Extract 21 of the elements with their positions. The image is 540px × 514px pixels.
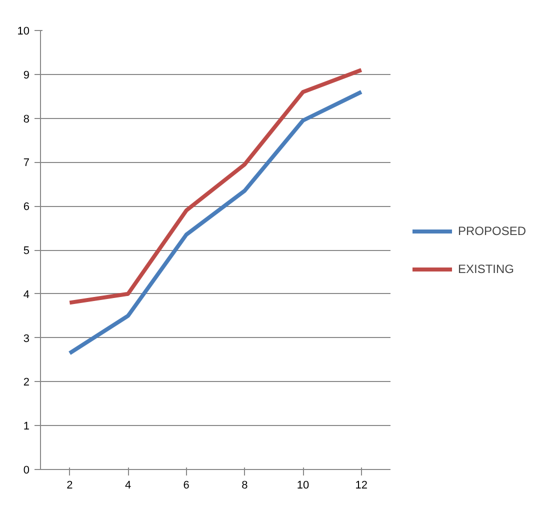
legend-label: PROPOSED	[458, 224, 526, 238]
line-series	[68, 90, 364, 356]
y-tick-label: 1	[23, 420, 30, 433]
x-tick-label: 2	[66, 480, 73, 492]
y-tick-label: 6	[23, 201, 30, 214]
y-tick-label: 10	[17, 26, 30, 38]
y-tick-label: 9	[23, 69, 30, 82]
y-tick-label: 5	[23, 245, 30, 257]
y-tick-label: 0	[23, 464, 30, 476]
x-tick-label: 10	[296, 480, 310, 492]
y-tick-label: 3	[23, 332, 30, 345]
x-tick-label: 8	[242, 480, 248, 492]
y-tick-label: 2	[23, 376, 30, 389]
y-tick-label: 4	[23, 288, 30, 301]
x-tick-label: 4	[124, 480, 132, 492]
x-tick-label: 12	[355, 480, 368, 492]
legend-label: EXISTING	[458, 262, 514, 276]
x-tick-label: 6	[183, 480, 190, 492]
line-series	[68, 68, 364, 305]
y-tick-label: 7	[23, 157, 30, 170]
y-tick-label: 8	[23, 113, 30, 126]
